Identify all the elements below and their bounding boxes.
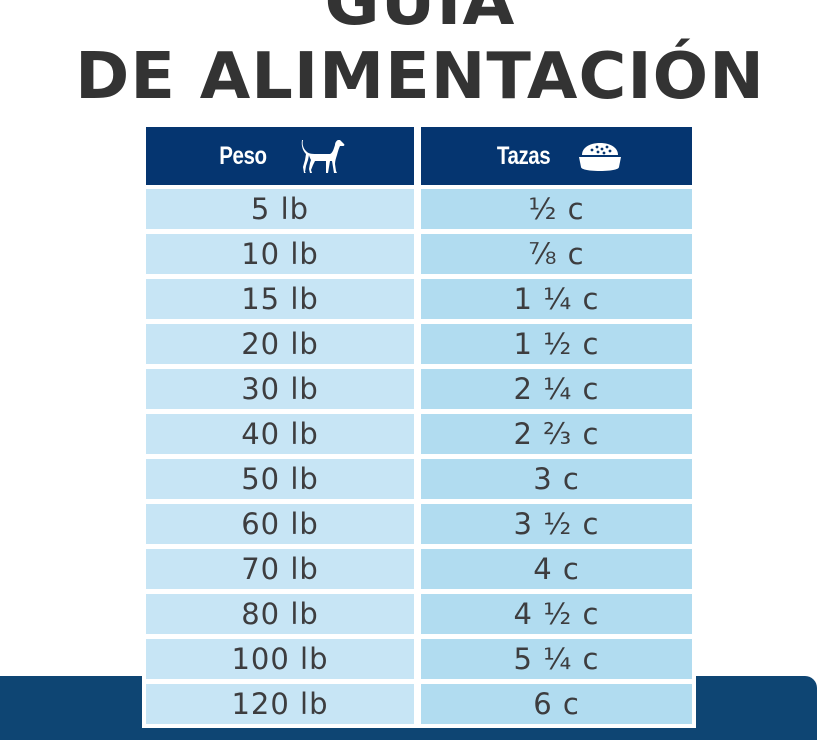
page-title-line-2: DE ALIMENTACIÓN bbox=[75, 40, 765, 114]
weight-cell: 100 lb bbox=[146, 639, 414, 679]
cups-cell: 4 ½ c bbox=[421, 594, 692, 634]
table-row: 60 lb 3 ½ c bbox=[146, 504, 692, 544]
weight-cell: 30 lb bbox=[146, 369, 414, 409]
cups-cell: 1 ¼ c bbox=[421, 279, 692, 319]
page-title-line-1: GUIA bbox=[324, 0, 516, 40]
feeding-table-frame: Peso Tazas bbox=[142, 123, 696, 728]
weight-cell: 20 lb bbox=[146, 324, 414, 364]
weight-cell: 70 lb bbox=[146, 549, 414, 589]
table-row: 80 lb 4 ½ c bbox=[146, 594, 692, 634]
table-row: 5 lb ½ c bbox=[146, 189, 692, 229]
cups-cell: 6 c bbox=[421, 684, 692, 724]
cups-cell: ⅞ c bbox=[421, 234, 692, 274]
cups-cell: 2 ⅔ c bbox=[421, 414, 692, 454]
weight-cell: 120 lb bbox=[146, 684, 414, 724]
cups-cell: 4 c bbox=[421, 549, 692, 589]
table-row: 10 lb ⅞ c bbox=[146, 234, 692, 274]
weight-cell: 50 lb bbox=[146, 459, 414, 499]
header-cups-label: Tazas bbox=[496, 141, 551, 170]
header-cups: Tazas bbox=[421, 127, 692, 185]
table-row: 15 lb 1 ¼ c bbox=[146, 279, 692, 319]
cups-cell: 3 ½ c bbox=[421, 504, 692, 544]
cups-cell: 5 ¼ c bbox=[421, 639, 692, 679]
table-row: 20 lb 1 ½ c bbox=[146, 324, 692, 364]
weight-cell: 5 lb bbox=[146, 189, 414, 229]
cups-cell: 1 ½ c bbox=[421, 324, 692, 364]
weight-cell: 80 lb bbox=[146, 594, 414, 634]
weight-cell: 60 lb bbox=[146, 504, 414, 544]
weight-cell: 15 lb bbox=[146, 279, 414, 319]
table-row: 30 lb 2 ¼ c bbox=[146, 369, 692, 409]
table-row: 40 lb 2 ⅔ c bbox=[146, 414, 692, 454]
table-header-row: Peso Tazas bbox=[146, 127, 692, 185]
cups-cell: 2 ¼ c bbox=[421, 369, 692, 409]
cups-cell: ½ c bbox=[421, 189, 692, 229]
weight-cell: 10 lb bbox=[146, 234, 414, 274]
table-row: 120 lb 6 c bbox=[146, 684, 692, 724]
header-weight-label: Peso bbox=[219, 141, 267, 170]
weight-cell: 40 lb bbox=[146, 414, 414, 454]
food-bowl-icon bbox=[578, 140, 622, 172]
cups-cell: 3 c bbox=[421, 459, 692, 499]
dog-icon bbox=[300, 137, 346, 175]
header-weight: Peso bbox=[146, 127, 414, 185]
table-row: 100 lb 5 ¼ c bbox=[146, 639, 692, 679]
table-row: 70 lb 4 c bbox=[146, 549, 692, 589]
table-row: 50 lb 3 c bbox=[146, 459, 692, 499]
